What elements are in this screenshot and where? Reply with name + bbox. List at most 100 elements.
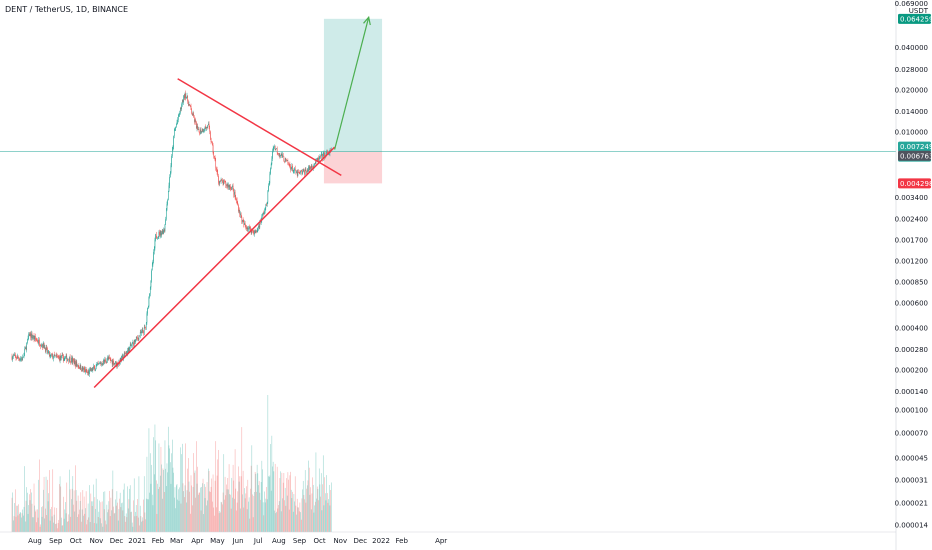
volume-bar xyxy=(23,515,24,532)
y-tick-label: 0.000140 xyxy=(895,388,928,396)
candle-body xyxy=(264,211,265,214)
volume-bar xyxy=(307,480,309,532)
volume-bar xyxy=(161,498,163,532)
candle-body xyxy=(244,222,246,226)
candle-body xyxy=(137,337,138,339)
candle-body xyxy=(244,222,245,225)
y-tick-label: 0.000100 xyxy=(895,407,928,415)
candle-body xyxy=(37,340,38,342)
volume-bar xyxy=(188,481,190,532)
volume-bar xyxy=(105,524,107,532)
volume-bar xyxy=(142,520,144,532)
candle-body xyxy=(42,344,44,348)
volume-bar xyxy=(27,492,28,532)
candle-body xyxy=(242,220,243,222)
volume-bar xyxy=(118,509,120,532)
volume-bar xyxy=(29,494,30,532)
candle-body xyxy=(17,356,18,359)
volume-bar xyxy=(147,499,149,532)
candle-body xyxy=(195,120,196,123)
volume-bar xyxy=(278,501,280,532)
projection-arrow[interactable] xyxy=(334,15,371,150)
drawings[interactable] xyxy=(93,15,371,389)
y-tick-label: 0.020000 xyxy=(895,86,928,94)
volume-bar xyxy=(52,469,54,532)
ascending-trendline[interactable] xyxy=(93,146,336,389)
candle-body xyxy=(126,352,128,354)
candle-body xyxy=(38,339,40,343)
candle-body xyxy=(285,158,287,160)
candle-body xyxy=(174,130,175,137)
candle-body xyxy=(318,156,320,162)
volume-bar xyxy=(325,500,327,532)
candle-body xyxy=(57,355,58,357)
volume-bar xyxy=(165,468,166,532)
long-position-tool[interactable] xyxy=(323,18,383,184)
time-scale[interactable]: Aug Sep Oct Nov Dec 2021 Feb Mar Apr May Jun Jul Aug… xyxy=(0,531,896,545)
volume-bar xyxy=(130,512,132,532)
candle-body xyxy=(255,231,257,233)
volume-bar xyxy=(231,477,233,532)
volume-bar xyxy=(19,513,20,532)
candle-body xyxy=(147,306,149,308)
position-loss-zone[interactable] xyxy=(323,151,383,184)
descending-trendline[interactable] xyxy=(177,78,342,177)
volume-bar xyxy=(218,513,220,532)
candle-body xyxy=(154,239,156,249)
volume-bar xyxy=(304,499,305,532)
volume-bar xyxy=(187,468,188,532)
volume-bar xyxy=(274,510,275,532)
candle-body xyxy=(225,182,227,186)
volume-bar xyxy=(13,520,14,532)
volume-bar xyxy=(49,470,50,532)
candle-body xyxy=(127,347,129,351)
candle-body xyxy=(256,229,258,232)
candle-body xyxy=(40,345,42,347)
volume-bar xyxy=(197,466,198,532)
volume-bar xyxy=(30,489,31,532)
candle-body xyxy=(12,356,13,360)
x-tick-label: Jul xyxy=(253,537,263,545)
volume-bar xyxy=(36,522,37,532)
candle-body xyxy=(243,222,245,225)
volume-bar xyxy=(53,522,54,532)
volume-bar xyxy=(35,511,36,532)
volume-bar xyxy=(263,515,265,532)
candle-body xyxy=(300,170,301,173)
price-scale[interactable]: 0.069000 USDT 0.040000 0.028000 0.020000 0.… xyxy=(895,0,932,550)
volume-bar xyxy=(277,508,279,532)
y-tick-label: 0.001700 xyxy=(895,236,928,244)
candle-body xyxy=(31,333,32,338)
price-tag: 0.006763 xyxy=(898,150,932,161)
volume-bar xyxy=(16,505,17,532)
candle-body xyxy=(128,347,130,352)
candle-body xyxy=(172,146,174,150)
volume-bar xyxy=(167,426,169,532)
volume-bar xyxy=(162,468,164,532)
candle-body xyxy=(79,367,80,369)
volume-bar xyxy=(119,492,121,532)
volume-bar xyxy=(131,511,132,532)
volume-bar xyxy=(151,464,152,532)
candle-body xyxy=(210,131,211,139)
volume-bar xyxy=(213,507,215,532)
candle-body xyxy=(45,347,47,352)
volume-bar xyxy=(200,487,201,532)
volume-bar xyxy=(329,505,331,532)
volume-bar xyxy=(254,471,256,532)
candle-body xyxy=(236,198,237,201)
volume-bar xyxy=(224,499,225,532)
candle-body xyxy=(268,185,269,192)
candle-body xyxy=(45,347,46,352)
candle-body xyxy=(275,148,277,150)
position-profit-zone[interactable] xyxy=(323,18,383,152)
candle-body xyxy=(218,175,219,182)
volume-bar xyxy=(117,520,119,532)
volume-bar xyxy=(275,513,277,532)
candle-body xyxy=(248,226,250,229)
candle-body xyxy=(60,355,62,359)
volume-bar xyxy=(216,475,218,532)
candle-body xyxy=(76,361,78,366)
volume-bar xyxy=(68,514,70,532)
